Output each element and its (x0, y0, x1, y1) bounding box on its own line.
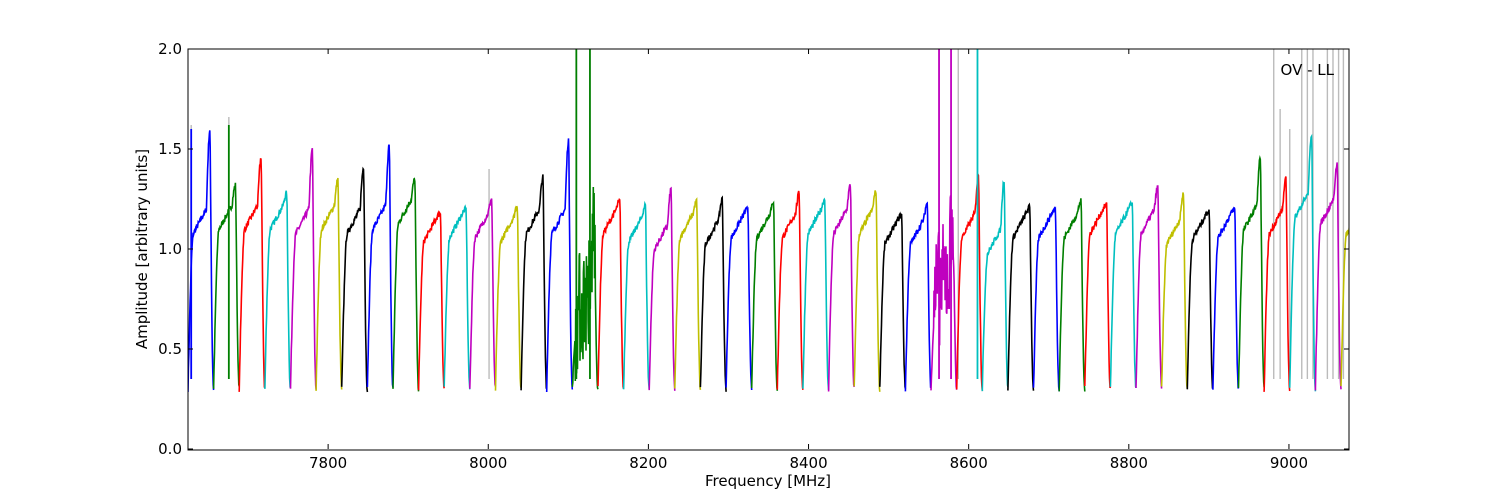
band-series-line (1212, 206, 1240, 390)
band-series-line (776, 190, 804, 391)
band-series-line (853, 190, 881, 392)
band-series-line (879, 211, 907, 389)
band-series-line (494, 205, 522, 391)
rfi-spike-layer (190, 49, 979, 379)
x-tick-label: 8400 (789, 454, 827, 472)
band-series-line (699, 195, 727, 392)
y-axis-label: Amplitude [arbitrary units] (133, 149, 151, 349)
band-series-line (981, 180, 1009, 392)
band-series-line (469, 198, 497, 389)
x-tick-label: 7800 (309, 454, 347, 472)
band-series-line (417, 209, 445, 391)
y-tick-label: 2.0 (158, 40, 182, 58)
band-series-line (443, 204, 471, 390)
y-tick-label: 1.5 (158, 140, 182, 158)
band-series-line (1084, 202, 1112, 389)
band-series-line (1032, 206, 1060, 392)
band-series-line (1263, 176, 1291, 392)
band-series-line (1288, 133, 1317, 392)
x-tick-label: 8200 (629, 454, 667, 472)
band-series-line (904, 201, 932, 392)
plot-background (188, 49, 1349, 450)
band-series-line (392, 177, 420, 392)
band-series-line (520, 174, 548, 391)
band-series-line (725, 205, 753, 391)
band-series-line (545, 138, 574, 393)
band-series-line (802, 197, 830, 390)
band-series-line (930, 195, 958, 391)
band-series-line (674, 197, 702, 391)
band-series-line (597, 197, 625, 389)
y-tick-label: 1.0 (158, 240, 182, 258)
x-tick-label: 8000 (469, 454, 507, 472)
y-tick-label: 0.5 (158, 340, 182, 358)
x-tick-label: 8600 (950, 454, 988, 472)
band-series-line (1058, 198, 1086, 392)
band-series-line (264, 190, 292, 389)
band-series-layer (188, 130, 1349, 393)
band-series-line (1109, 199, 1137, 389)
band-series-line (212, 182, 240, 389)
band-series-line (340, 166, 369, 393)
band-series-line (315, 177, 343, 391)
band-series-line (1160, 192, 1189, 390)
x-axis-ticks: 7800 8000 8200 8400 8600 8800 9000 (309, 49, 1308, 472)
x-tick-label: 8800 (1110, 454, 1148, 472)
band-series-line (289, 147, 317, 390)
band-series-line (366, 144, 394, 388)
band-series-line (1135, 185, 1163, 389)
band-series-line (622, 200, 650, 390)
x-tick-label: 9000 (1270, 454, 1308, 472)
band-series-line (1007, 202, 1035, 391)
y-tick-label: 0.0 (158, 440, 182, 458)
band-series-line (238, 158, 266, 392)
band-series-line (1314, 162, 1342, 391)
band-series-line (648, 186, 676, 391)
y-axis-ticks: 0.0 0.5 1.0 1.5 2.0 (158, 40, 1349, 458)
band-series-line (1186, 209, 1214, 390)
plot-annotation: OV - LL (1281, 61, 1335, 79)
band-series-line (750, 200, 779, 391)
band-series-line (1340, 225, 1349, 387)
x-axis-label: Frequency [MHz] (705, 472, 831, 490)
band-series-line (1237, 155, 1265, 388)
band-series-line (188, 130, 215, 393)
band-series-line (827, 184, 855, 392)
